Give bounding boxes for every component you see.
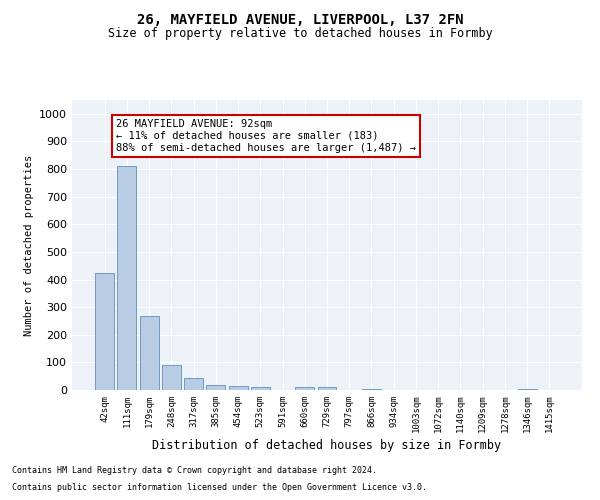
Bar: [317, 387, 337, 390]
Bar: [229, 386, 248, 390]
Bar: [162, 365, 181, 390]
Text: 26, MAYFIELD AVENUE, LIVERPOOL, L37 2FN: 26, MAYFIELD AVENUE, LIVERPOOL, L37 2FN: [137, 12, 463, 26]
Bar: [362, 388, 381, 390]
Bar: [184, 378, 203, 390]
Bar: [118, 166, 136, 390]
Text: Contains public sector information licensed under the Open Government Licence v3: Contains public sector information licen…: [12, 484, 427, 492]
Text: Size of property relative to detached houses in Formby: Size of property relative to detached ho…: [107, 28, 493, 40]
Text: Contains HM Land Registry data © Crown copyright and database right 2024.: Contains HM Land Registry data © Crown c…: [12, 466, 377, 475]
Y-axis label: Number of detached properties: Number of detached properties: [23, 154, 34, 336]
Bar: [140, 316, 158, 390]
Bar: [295, 387, 314, 390]
Bar: [518, 388, 536, 390]
Bar: [95, 272, 114, 390]
Bar: [251, 387, 270, 390]
X-axis label: Distribution of detached houses by size in Formby: Distribution of detached houses by size …: [152, 440, 502, 452]
Text: 26 MAYFIELD AVENUE: 92sqm
← 11% of detached houses are smaller (183)
88% of semi: 26 MAYFIELD AVENUE: 92sqm ← 11% of detac…: [116, 120, 416, 152]
Bar: [206, 385, 225, 390]
